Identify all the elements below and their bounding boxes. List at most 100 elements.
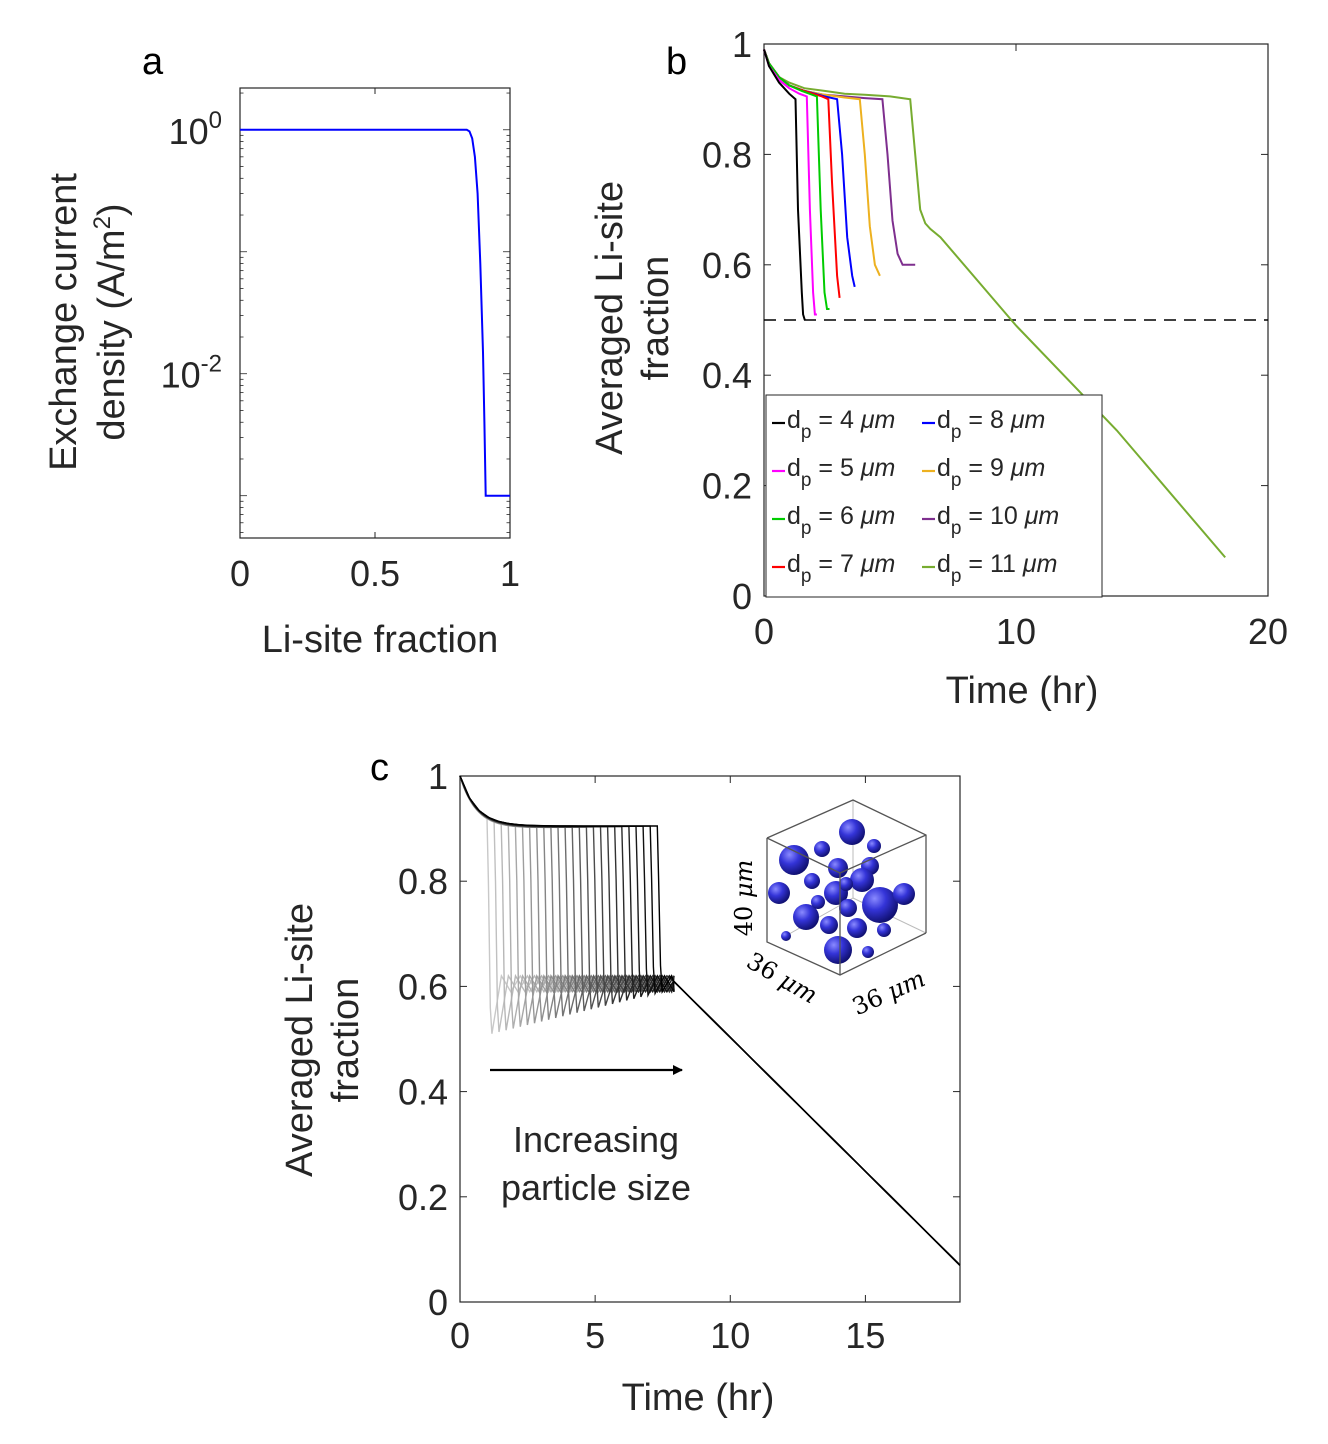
inset-sphere: [814, 841, 830, 857]
inset-front-edges: [766, 799, 927, 976]
panel-a-ylabel-line2: density (A/m2): [89, 203, 133, 440]
legend-entry: dp = 6 μm: [787, 502, 895, 539]
panel-a-ylabel-line1: Exchange current: [43, 173, 85, 471]
legend-value: = 8: [961, 406, 1010, 434]
legend-symbol: d: [787, 454, 801, 482]
inset-sphere: [811, 895, 825, 909]
legend-unit: μm: [860, 454, 896, 482]
legend-unit: μm: [1024, 502, 1060, 530]
inset-sphere: [824, 936, 852, 964]
inset-width-unit: μm: [883, 964, 929, 1005]
legend-subscript: p: [951, 422, 962, 443]
panel-c-axes-box: [459, 775, 961, 1303]
panel-a-ytick-label: 10-2: [161, 351, 222, 396]
legend-unit: μm: [860, 502, 896, 530]
inset-sphere: [862, 887, 898, 923]
inset-depth-unit: μm: [775, 966, 822, 1009]
panel-b-series: [763, 49, 1226, 559]
legend-symbol: d: [787, 502, 801, 530]
panel-a-axes-box: [239, 87, 511, 539]
legend-subscript: p: [951, 518, 962, 539]
panel-a-ylabel-main: density (A/m: [91, 229, 133, 440]
legend-entry: dp = 4 μm: [787, 406, 895, 443]
legend-value: = 4: [811, 406, 860, 434]
panel-b-xtick-label: 20: [1248, 611, 1288, 652]
panel-c-chart: 0 5 10 15 0 0.2 0.4 0.6 0.8 1 Increasing particle…: [279, 756, 961, 1419]
panel-label-c: c: [370, 747, 389, 789]
panel-b-ytick-label: 0.4: [702, 355, 752, 396]
annotation-line1: Increasing: [513, 1119, 679, 1160]
inset-sphere: [804, 873, 820, 889]
panel-b-xtick-label: 10: [996, 611, 1036, 652]
inset-sphere: [793, 904, 819, 930]
panel-a-ylabel-end: ): [91, 203, 133, 216]
inset-height-unit: μm: [730, 860, 758, 898]
panel-c-xtick-label: 15: [845, 1315, 885, 1356]
legend-subscript: p: [951, 566, 962, 587]
panel-c-xlabel: Time (hr): [622, 1377, 775, 1419]
legend-symbol: d: [787, 550, 801, 578]
inset-label-depth: 36 μm: [742, 947, 822, 1010]
panel-a-ytick-base: 10: [169, 111, 209, 152]
inset-sphere: [850, 868, 874, 892]
panel-b-series-line: [763, 49, 830, 310]
inset-sphere: [893, 883, 915, 905]
legend-unit: μm: [1022, 550, 1058, 578]
inset-label-width: 36 μm: [848, 964, 929, 1021]
legend-value: = 9: [961, 454, 1010, 482]
panel-label-a: a: [142, 41, 164, 83]
inset-sphere: [847, 918, 867, 938]
legend-unit: μm: [1010, 454, 1046, 482]
panel-c-ylabel-line1: Averaged Li-site: [279, 903, 321, 1177]
inset-label-height: 40 μm: [730, 860, 758, 937]
panel-b-xlabel: Time (hr): [946, 670, 1099, 712]
inset-spheres: [768, 819, 915, 964]
panel-b-ytick-label: 0.6: [702, 245, 752, 286]
panel-a-ylabel-sup: 2: [89, 216, 116, 229]
panel-c-xtick-label: 10: [710, 1315, 750, 1356]
inset-sphere: [768, 882, 790, 904]
panel-c-ytick-label: 0: [428, 1282, 448, 1323]
panel-b-ytick-label: 0: [732, 576, 752, 617]
panel-b-ytick-label: 1: [732, 24, 752, 65]
legend-subscript: p: [801, 566, 812, 587]
legend-value: = 7: [811, 550, 860, 578]
legend-subscript: p: [801, 470, 812, 491]
inset-sphere: [839, 877, 853, 891]
panel-b-xtick-label: 0: [754, 611, 774, 652]
legend-symbol: d: [937, 502, 951, 530]
legend-symbol: d: [937, 406, 951, 434]
legend-value: = 10: [961, 502, 1024, 530]
panel-c-ylabel-line2: fraction: [325, 978, 367, 1103]
legend-subscript: p: [951, 470, 962, 491]
annotation-line2: particle size: [501, 1167, 691, 1208]
panel-b-ticks: 0 10 20 0 0.2 0.4 0.6 0.8 1: [702, 24, 1288, 652]
legend-entry: dp = 5 μm: [787, 454, 895, 491]
panel-a-ytick-exp: 0: [209, 107, 222, 134]
panel-a-xtick-label: 1: [500, 553, 520, 594]
legend-entry: dp = 8 μm: [937, 406, 1045, 443]
panel-a-ytick-exp: -2: [201, 351, 222, 378]
panel-c-series: [459, 775, 961, 1266]
inset-sphere: [867, 839, 881, 853]
inset-sphere: [839, 819, 865, 845]
panel-b-ytick-label: 0.8: [702, 134, 752, 175]
inset-sphere: [779, 845, 809, 875]
legend-entry: dp = 9 μm: [937, 454, 1045, 491]
panel-b-ylabel-line2: fraction: [635, 256, 677, 381]
panel-c-ytick-label: 0.2: [398, 1177, 448, 1218]
panel-b-series-line: [763, 49, 806, 321]
panel-a-xtick-label: 0.5: [350, 553, 400, 594]
particle-inset: 40 μm 36 μm 36 μm: [730, 799, 929, 1021]
legend-subscript: p: [801, 518, 812, 539]
panel-c-series-line: [459, 775, 961, 1266]
panel-b-ylabel-line1: Averaged Li-site: [589, 181, 631, 455]
legend-value: = 6: [811, 502, 860, 530]
legend-box: [765, 394, 1103, 598]
inset-sphere: [862, 946, 874, 958]
panel-a-series-line: [240, 128, 510, 497]
panel-label-b: b: [666, 41, 687, 83]
